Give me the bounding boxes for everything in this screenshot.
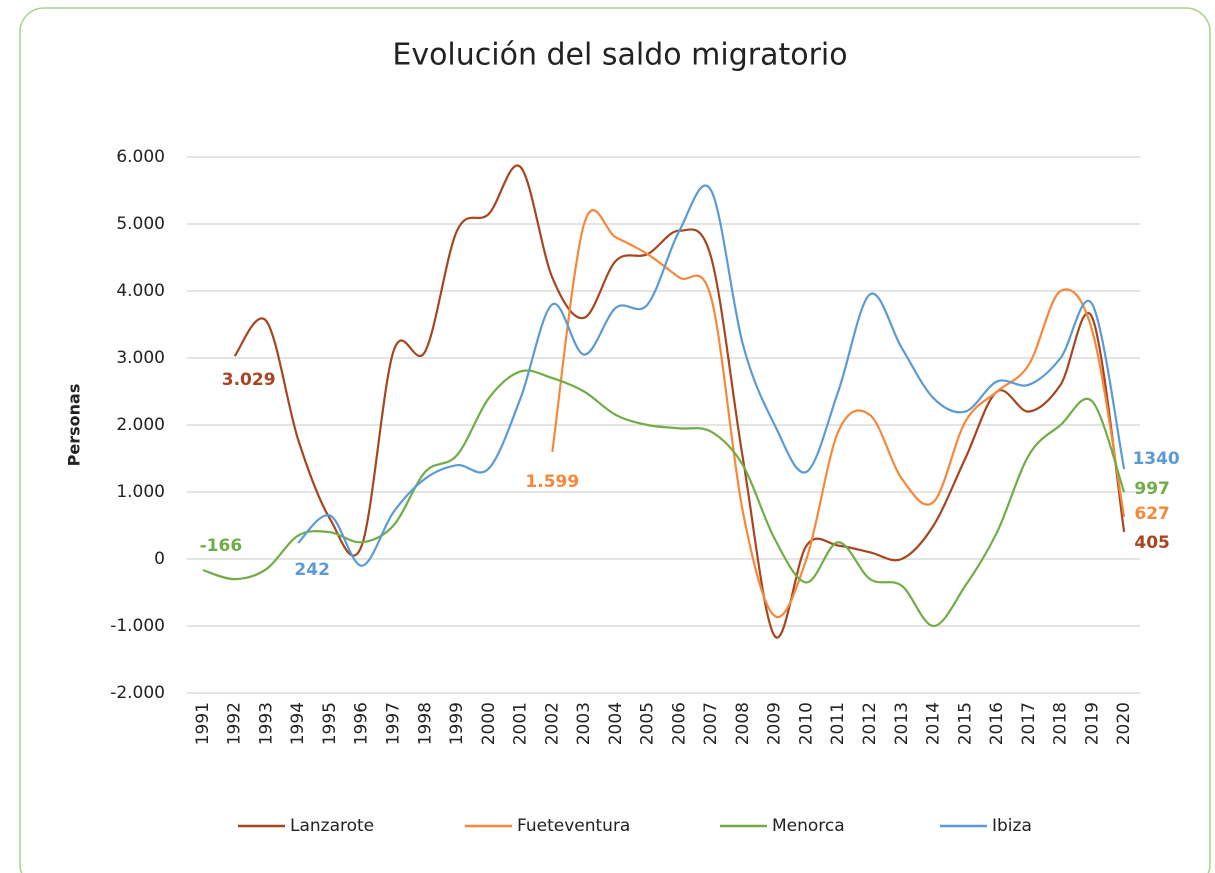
legend-label: Menorca — [772, 816, 845, 836]
data-label: 242 — [294, 560, 330, 580]
x-tick-label: 2019 — [1082, 702, 1102, 745]
x-tick-label: 2020 — [1114, 702, 1134, 745]
x-tick-label: 2000 — [479, 702, 499, 745]
series-line — [297, 184, 1126, 567]
data-label: 1.599 — [525, 472, 579, 492]
y-axis-label: Personas — [65, 384, 84, 467]
y-tick-label: 5.000 — [116, 214, 165, 234]
x-tick-label: 2017 — [1019, 702, 1039, 745]
y-tick-label: -1.000 — [110, 616, 165, 636]
x-tick-label: 2009 — [765, 702, 785, 745]
x-tick-label: 2012 — [860, 702, 880, 745]
x-tick-label: 2013 — [892, 702, 912, 745]
x-tick-label: 2010 — [796, 702, 816, 745]
chart-title: Evolución del saldo migratorio — [392, 38, 847, 73]
x-tick-label: 1998 — [415, 702, 435, 745]
x-tick-label: 1997 — [383, 702, 403, 745]
x-tick-label: 2011 — [828, 702, 848, 745]
legend-label: Fueteventura — [517, 816, 630, 836]
y-tick-label: 0 — [154, 549, 165, 569]
series-line — [233, 164, 1126, 639]
y-tick-label: 2.000 — [116, 415, 165, 435]
data-label: 997 — [1134, 479, 1170, 499]
y-tick-label: 3.000 — [116, 348, 165, 368]
y-tick-label: 4.000 — [116, 281, 165, 301]
x-tick-label: 1996 — [352, 702, 372, 745]
data-label: 627 — [1134, 504, 1170, 524]
legend-label: Lanzarote — [290, 816, 374, 836]
x-tick-label: 2016 — [987, 702, 1007, 745]
x-tick-label: 2003 — [574, 702, 594, 745]
x-tick-label: 2007 — [701, 702, 721, 745]
data-label: 3.029 — [222, 370, 276, 390]
y-tick-label: 6.000 — [116, 147, 165, 167]
x-tick-label: 2002 — [542, 702, 562, 745]
data-label: 405 — [1134, 533, 1170, 553]
x-tick-label: 2015 — [955, 702, 975, 745]
x-tick-label: 1992 — [225, 702, 245, 745]
x-tick-label: 2008 — [733, 702, 753, 745]
y-tick-label: 1.000 — [116, 482, 165, 502]
x-tick-label: 2006 — [669, 702, 689, 745]
x-tick-label: 2004 — [606, 702, 626, 745]
legend-label: Ibiza — [992, 816, 1032, 836]
x-tick-label: 1993 — [256, 702, 276, 745]
x-tick-label: 1999 — [447, 702, 467, 745]
series-line — [551, 209, 1126, 619]
series-line — [202, 369, 1126, 628]
x-tick-label: 1995 — [320, 702, 340, 745]
y-tick-label: -2.000 — [110, 683, 165, 703]
x-tick-label: 1991 — [193, 702, 213, 745]
x-tick-label: 2014 — [924, 702, 944, 745]
data-label: 1340 — [1132, 449, 1179, 469]
x-tick-label: 1994 — [288, 702, 308, 745]
x-tick-label: 2005 — [638, 702, 658, 745]
x-tick-label: 2001 — [511, 702, 531, 745]
data-label: -166 — [200, 536, 243, 556]
x-tick-label: 2018 — [1051, 702, 1071, 745]
